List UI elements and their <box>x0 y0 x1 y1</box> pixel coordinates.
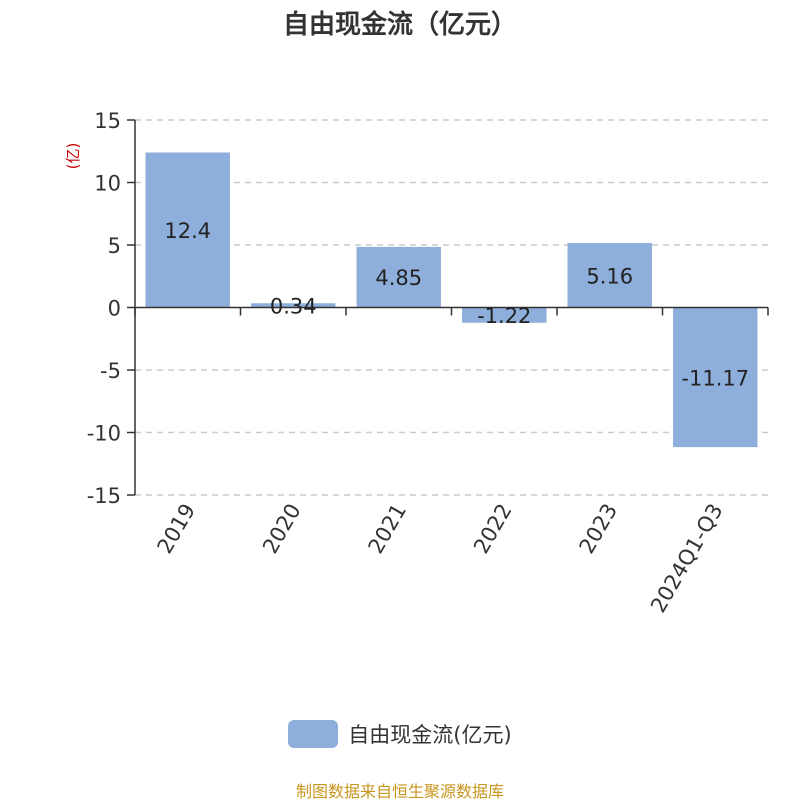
y-tick-label: 10 <box>94 172 121 196</box>
x-tick-label: 2019 <box>153 500 201 558</box>
y-tick-label: 15 <box>94 109 121 133</box>
bar <box>462 307 547 323</box>
legend-label: 自由现金流(亿元) <box>348 723 512 747</box>
legend-swatch <box>288 720 339 748</box>
x-tick-label: 2021 <box>364 500 412 558</box>
x-tick-label: 2020 <box>258 500 306 558</box>
y-tick-label: -10 <box>87 422 121 446</box>
bar <box>567 243 652 308</box>
x-tick-label: 2022 <box>469 500 517 558</box>
bar <box>356 246 441 308</box>
data-label: 0.34 <box>270 294 317 318</box>
y-tick-label: 0 <box>108 297 121 321</box>
bar <box>145 152 230 308</box>
data-labels: 12.4 0.34 4.85 -1.22 5.16 -11.17 <box>164 219 749 390</box>
legend[interactable]: 自由现金流(亿元) <box>0 719 800 749</box>
bar <box>673 307 758 448</box>
bar <box>251 303 336 308</box>
data-label: 12.4 <box>164 219 211 243</box>
data-label: 4.85 <box>375 266 422 290</box>
chart-title: 自由现金流（亿元） <box>282 10 517 40</box>
y-tick-label: -5 <box>100 359 121 383</box>
y-axis-label: (亿) <box>64 143 82 170</box>
x-tick-label: 2024Q1-Q3 <box>646 500 728 617</box>
x-tick-label: 2023 <box>575 500 623 558</box>
data-label: -1.22 <box>477 304 531 328</box>
source-note: 制图数据来自恒生聚源数据库 <box>295 782 504 801</box>
data-label: -11.17 <box>681 366 749 390</box>
data-label: 5.16 <box>586 264 633 288</box>
bars <box>145 152 758 448</box>
y-tick-label: 5 <box>108 234 121 258</box>
y-tick-label: -15 <box>87 484 121 508</box>
